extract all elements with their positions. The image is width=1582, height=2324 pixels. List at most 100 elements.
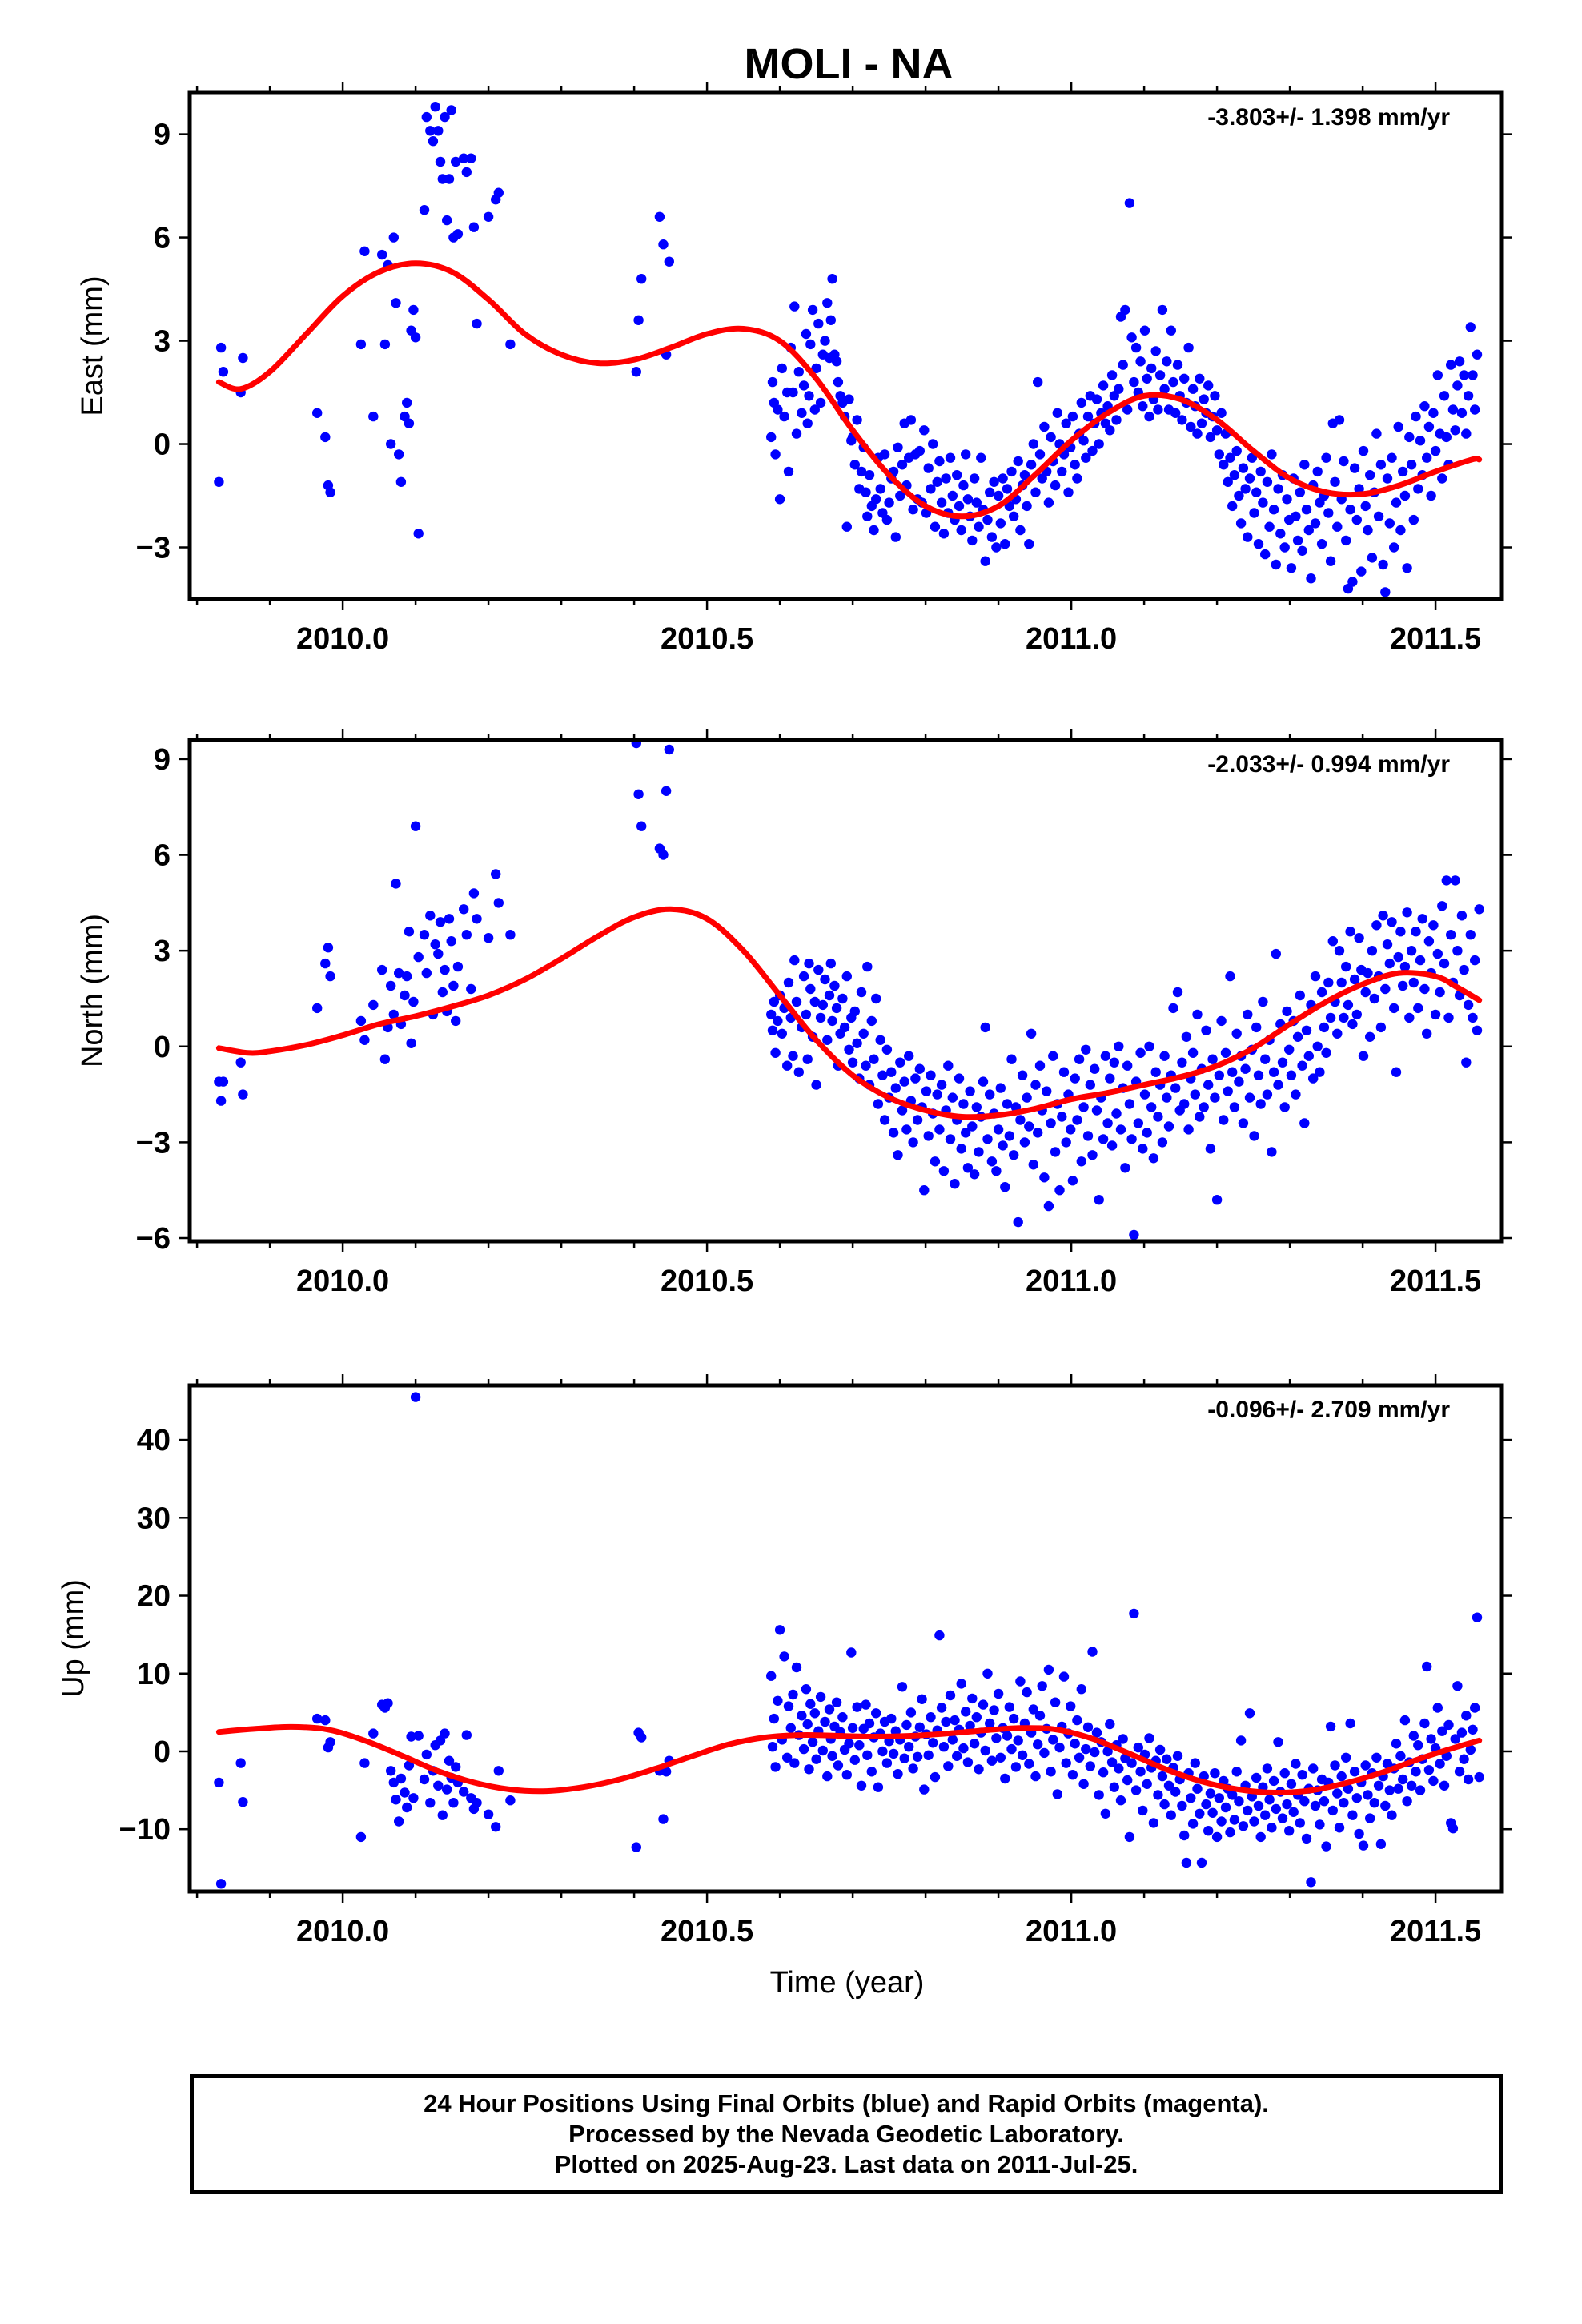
data-point [1447,1823,1459,1834]
y-tick-label-north: 0 [154,1031,171,1064]
data-point [1339,1012,1349,1023]
data-point [459,904,469,915]
data-point [1106,1140,1118,1151]
data-point [1094,439,1104,449]
data-point [852,1702,862,1712]
data-point [1279,542,1290,553]
data-point [1446,930,1456,940]
data-point [1339,1798,1349,1808]
data-point [1227,501,1238,512]
data-point [1052,408,1063,418]
data-point [433,1780,444,1791]
data-point [1310,518,1321,529]
data-point [991,1733,1002,1743]
data-point [1369,993,1379,1004]
data-point [1207,1054,1218,1064]
data-point [811,1754,821,1764]
data-point [1002,1731,1013,1741]
data-point [849,460,861,470]
data-point [1195,373,1205,384]
data-point [1138,401,1148,412]
data-point [235,1758,246,1768]
data-point [986,1156,998,1167]
data-point [218,1076,229,1087]
data-point [923,463,934,473]
data-point [1334,1823,1345,1833]
data-point [1187,384,1199,394]
data-point [980,556,990,566]
data-point [437,987,448,998]
data-point [325,971,335,982]
data-point [1138,1144,1148,1154]
footer-line-orbits: 24 Hour Positions Using Final Orbits (bl… [424,2089,1269,2117]
data-point [798,380,809,391]
data-point [773,1015,783,1027]
data-point [312,1003,323,1014]
data-point [1015,1676,1026,1687]
data-point [1046,1767,1056,1777]
x-tick-label-east: 2011.5 [1390,622,1481,656]
data-point [1081,1743,1091,1755]
plot-frame-north [187,738,1504,1244]
data-point [1271,948,1282,959]
data-point [1098,380,1109,391]
data-point [631,367,641,377]
panel-north: 2010.0 2010.5 2011.0 2011.5 9 6 3 0 −3 −6 North (m… [76,729,1512,1298]
data-point [875,484,885,494]
data-point [1210,1768,1220,1779]
data-point [1456,408,1468,418]
data-point [1058,1067,1070,1077]
data-point [1258,497,1268,508]
data-point [1417,914,1427,924]
data-point [1450,875,1460,886]
data-point [1461,1057,1472,1068]
data-point [1057,1112,1067,1122]
data-point [1120,1163,1130,1173]
data-point [852,1038,862,1049]
data-point [774,1625,785,1635]
data-point [1091,1727,1102,1738]
data-point [1225,971,1235,982]
data-point [815,1691,826,1703]
data-point [1249,1816,1259,1827]
data-point [444,1755,455,1766]
data-point [974,521,984,532]
data-point [1148,1818,1159,1828]
data-point [1419,1718,1430,1729]
data-point [1211,425,1223,436]
data-point [1022,1687,1032,1698]
data-point [1463,391,1474,401]
data-point [1102,1746,1113,1757]
data-point [1474,1771,1484,1783]
data-point [1399,1715,1411,1726]
data-point [954,501,965,512]
data-point [1430,445,1441,456]
y-tick-label-up: 40 [137,1424,171,1458]
data-point [320,1715,331,1726]
data-point [822,1035,833,1046]
data-point [413,951,424,963]
data-point [993,1688,1004,1699]
data-point [1363,1790,1373,1800]
data-point [1354,1828,1364,1839]
data-point [820,336,830,346]
data-point [215,1096,227,1106]
data-point [404,1760,415,1771]
data-point [871,993,881,1004]
data-point [1061,418,1071,428]
data-point [1378,559,1388,570]
data-point [849,1755,861,1765]
data-point [893,1150,903,1160]
data-point [421,1749,432,1760]
figure-title: MOLI - NA [745,40,954,88]
data-point [1106,1757,1118,1767]
data-point [1015,525,1026,536]
data-point [451,1762,461,1772]
data-point [945,1134,956,1144]
data-point [1447,404,1459,415]
data-point [1142,373,1152,384]
data-point [1114,1041,1124,1052]
data-point [404,418,415,428]
data-point [425,1798,436,1808]
